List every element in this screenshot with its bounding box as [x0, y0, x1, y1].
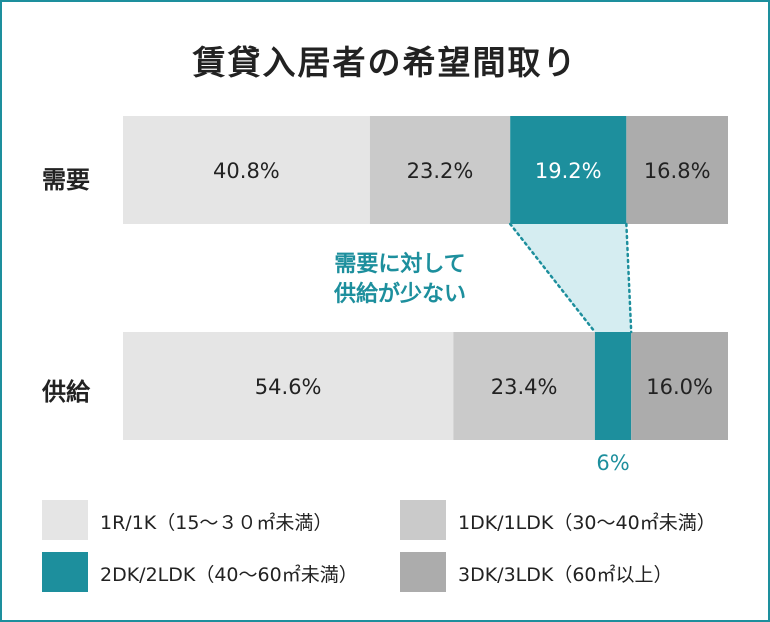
connector-line-left [508, 222, 597, 334]
annotation-line-2: 供給が少ない [333, 282, 466, 307]
bar-demand-3dk3ldk [626, 116, 728, 224]
chart-title: 賃貸入居者の希望間取り [192, 43, 578, 82]
bar-supply-2dk2ldk [594, 332, 632, 440]
bar-supply-1r1k [123, 332, 454, 440]
legend-swatch [400, 500, 446, 540]
legend-swatch [42, 500, 88, 540]
legend-label: 1DK/1LDK（30～40㎡未満） [458, 512, 716, 534]
bar-demand-1r1k [123, 116, 370, 224]
value-label-demand-1dk1ldk: 23.2% [407, 159, 474, 183]
bar-demand-2dk2ldk [510, 116, 627, 224]
annotation: 需要に対して 供給が少ない [300, 250, 500, 310]
connector-line-right [625, 222, 633, 334]
row-label-demand: 需要 [42, 166, 90, 194]
legend-swatch [42, 552, 88, 592]
legend-label: 3DK/3LDK（60㎡以上） [458, 564, 673, 586]
bar-demand-1dk1ldk [369, 116, 511, 224]
value-label-supply-1dk1ldk: 23.4% [491, 375, 558, 399]
legend-label: 2DK/2LDK（40～60㎡未満） [100, 564, 358, 586]
value-label-demand-2dk2ldk: 19.2% [535, 159, 602, 183]
legend-label: 1R/1K（15～３０㎡未満） [100, 512, 333, 534]
value-label-demand-1r1k: 40.8% [213, 159, 280, 183]
row-label-supply: 供給 [42, 378, 90, 406]
value-label-demand-3dk3ldk: 16.8% [644, 159, 711, 183]
legend-swatch [400, 552, 446, 592]
bar-supply-1dk1ldk [453, 332, 595, 440]
value-label-supply-3dk3ldk: 16.0% [646, 375, 713, 399]
bar-supply-3dk3ldk [631, 332, 728, 440]
annotation-line-1: 需要に対して [334, 252, 466, 277]
value-label-supply-2dk2ldk: 6% [596, 451, 629, 475]
connector-area [510, 224, 632, 332]
value-label-supply-1r1k: 54.6% [255, 375, 322, 399]
